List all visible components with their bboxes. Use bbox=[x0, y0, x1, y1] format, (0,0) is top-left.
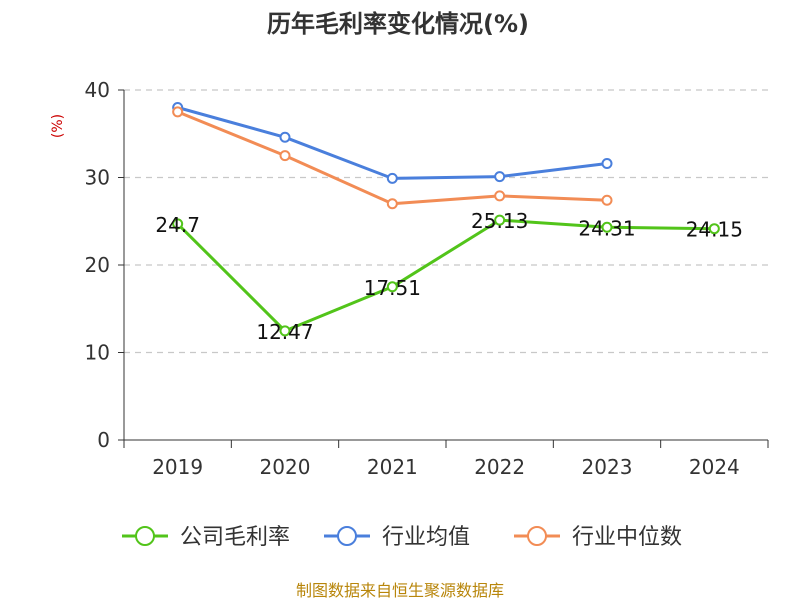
series-point-0-2024 bbox=[708, 223, 720, 235]
series-point-0-2023 bbox=[601, 221, 613, 233]
series-line-0 bbox=[176, 218, 715, 333]
x-tick-label-2022: 2022 bbox=[474, 455, 525, 479]
series-point-2-2022 bbox=[494, 190, 506, 202]
chart-title: 历年毛利率变化情况(%) bbox=[267, 10, 529, 38]
legend-marker-icon bbox=[527, 526, 547, 546]
series-point-1-2022 bbox=[494, 171, 506, 183]
data-label-2021: 17.51 bbox=[364, 276, 421, 300]
x-tick-label-2020: 2020 bbox=[260, 455, 311, 479]
x-tick-label-2021: 2021 bbox=[367, 455, 418, 479]
series-point-2-2021 bbox=[386, 198, 398, 210]
y-tick-label-30: 30 bbox=[85, 166, 110, 190]
data-label-2023: 24.31 bbox=[578, 216, 635, 240]
legend-item-1[interactable]: 行业均值 bbox=[324, 525, 470, 550]
legend-item-0[interactable]: 公司毛利率 bbox=[122, 525, 290, 550]
series-point-0-2021 bbox=[386, 281, 398, 293]
y-tick-label-40: 40 bbox=[85, 78, 110, 102]
series-point-2-2020 bbox=[279, 150, 291, 162]
x-tick-label-2019: 2019 bbox=[152, 455, 203, 479]
source-note: 制图数据来自恒生聚源数据库 bbox=[296, 581, 504, 600]
series-lines bbox=[172, 102, 720, 337]
series-point-2-2019 bbox=[172, 106, 184, 118]
series-point-2-2023 bbox=[601, 194, 613, 206]
series-point-1-2023 bbox=[601, 158, 613, 169]
y-axis-unit-label: (%) bbox=[50, 114, 66, 138]
legend-label: 公司毛利率 bbox=[180, 525, 290, 550]
x-tick-label-2024: 2024 bbox=[689, 455, 740, 479]
series-line-1 bbox=[177, 106, 608, 180]
data-label-2019: 24.7 bbox=[155, 213, 200, 237]
legend-label: 行业中位数 bbox=[572, 525, 682, 550]
y-tick-label-10: 10 bbox=[85, 341, 110, 365]
data-label-2024: 24.15 bbox=[686, 218, 743, 242]
series-point-1-2021 bbox=[386, 172, 398, 184]
data-label-2022: 25.13 bbox=[471, 209, 528, 233]
legend-item-2[interactable]: 行业中位数 bbox=[514, 525, 682, 550]
data-label-2020: 12.47 bbox=[256, 320, 313, 344]
axes: 0 10 20 30 40 2019 2020 2021 2022 2023 2024 bbox=[85, 78, 769, 479]
data-labels: 24.7 12.47 17.51 25.13 24.31 24.15 bbox=[155, 209, 743, 344]
legend: 公司毛利率 行业均值 行业中位数 bbox=[122, 525, 682, 550]
series-point-0-2019 bbox=[172, 218, 184, 230]
series-point-1-2020 bbox=[279, 131, 291, 143]
legend-marker-icon bbox=[135, 526, 155, 546]
y-tick-label-0: 0 bbox=[97, 428, 110, 452]
legend-label: 行业均值 bbox=[382, 525, 470, 550]
legend-marker-icon bbox=[337, 526, 357, 546]
series-point-0-2022 bbox=[494, 214, 506, 226]
series-point-0-2020 bbox=[279, 325, 291, 337]
x-tick-label-2023: 2023 bbox=[582, 455, 633, 479]
y-tick-label-20: 20 bbox=[85, 253, 110, 277]
